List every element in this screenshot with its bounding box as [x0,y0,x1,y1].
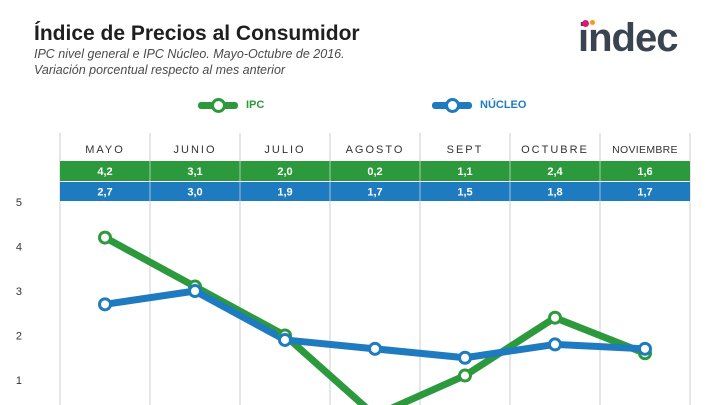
chart-title: Índice de Precios al Consumidor [34,22,360,45]
row-value-label: 1,9 [277,187,292,199]
legend-ipc-label: IPC [246,99,265,111]
row-value-label: 3,1 [187,166,202,178]
row-value-label: 4,2 [97,166,112,178]
month-label: JUNIO [174,144,217,156]
row-value-label: 2,0 [277,166,292,178]
legend-nucleo-label: NÚCLEO [480,99,527,111]
legend-nucleo: NÚCLEO [432,95,526,115]
y-tick-label: 3 [16,286,22,298]
row-value-label: 1,7 [637,187,652,199]
nucleo-data-point [188,284,202,298]
ipc-data-point [98,230,112,245]
y-tick-label: 2 [16,331,22,343]
chart-subtitle: IPC nivel general e IPC Núcleo. Mayo-Oct… [34,47,345,61]
logo-accent-dot [590,20,595,25]
nucleo-data-point [368,341,382,356]
row-value-label: 2,7 [97,187,112,199]
month-label: NOVIEMBRE [612,144,678,156]
month-label: JULIO [264,144,305,156]
row-value-label: 1,1 [457,166,472,178]
ipc-data-point [458,368,472,383]
ipc-data-point [548,310,562,325]
ipc-series-line [101,234,649,405]
nucleo-data-point [98,297,112,312]
month-label: MAYO [85,144,125,156]
row-value-label: 1,6 [637,166,652,178]
legend-ipc-swatch [198,97,238,113]
nucleo-data-point [548,337,562,352]
nucleo-value-row [60,182,690,201]
row-value-label: 1,5 [457,187,472,199]
row-value-label: 2,4 [547,166,563,178]
y-tick-label: 1 [16,375,22,387]
y-tick-label: 5 [16,197,22,209]
nucleo-data-point [278,332,292,347]
row-value-label: 3,0 [187,187,202,199]
row-value-label: 0,2 [367,166,382,178]
month-label: SEPT [447,144,484,156]
month-label: AGOSTO [346,144,405,156]
legend-ipc: IPC [198,95,264,115]
y-tick-label: 4 [16,242,22,254]
nucleo-data-point [638,341,652,356]
ipc-value-row [60,161,690,181]
legend-nucleo-swatch [432,97,472,113]
nucleo-data-point [458,350,472,365]
legend-ipc-marker [211,97,226,113]
row-value-label: 1,7 [367,187,382,199]
chart-subtitle-note: Variación porcentual respecto al mes ant… [34,63,286,77]
row-value-label: 1,8 [547,187,562,199]
legend-nucleo-marker [445,97,460,113]
month-label: OCTUBRE [521,144,589,156]
logo-accent-dot [582,20,589,27]
